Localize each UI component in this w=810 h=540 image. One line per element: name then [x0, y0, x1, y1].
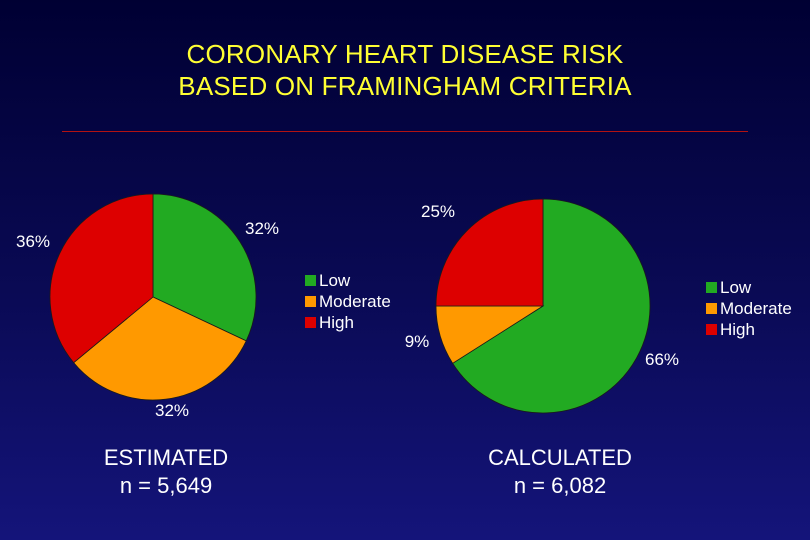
pie2-legend-swatch-high [706, 324, 717, 335]
pie1-slice-high [49, 193, 154, 364]
pie1-legend-label-low: Low [319, 271, 351, 290]
title-divider [62, 131, 748, 132]
caption-estimated-line-2: n = 5,649 [119, 473, 213, 498]
caption-calculated-line-1: CALCULATED [488, 445, 632, 470]
caption-calculated-line-2: n = 6,082 [513, 473, 607, 498]
caption-estimated: ESTIMATED n = 5,649 [46, 444, 286, 500]
pie2-legend-label-high: High [720, 320, 755, 339]
pie2-legend-label-moderate: Moderate [720, 299, 792, 318]
title-line-2: BASED ON FRAMINGHAM CRITERIA [178, 71, 632, 101]
pie1-slice-low [152, 193, 257, 342]
pie1-label-low: 32% [245, 219, 279, 238]
pie1-slice-moderate [73, 296, 247, 401]
pie2-slice-high [435, 198, 544, 307]
pie2-legend-swatch-moderate [706, 303, 717, 314]
pie1-legend-label-high: High [319, 313, 354, 332]
caption-estimated-line-1: ESTIMATED [103, 445, 229, 470]
pie1-legend-swatch-low [305, 275, 316, 286]
pie1-legend-swatch-moderate [305, 296, 316, 307]
pie2-legend-swatch-low [706, 282, 717, 293]
pie2-label-low: 66% [645, 350, 679, 369]
pie1-label-moderate: 32% [155, 401, 189, 420]
pie2-label-high: 25% [421, 202, 455, 221]
pie2-label-moderate: 9% [405, 332, 430, 351]
caption-calculated: CALCULATED n = 6,082 [440, 444, 680, 500]
pie2-slice-low [452, 198, 651, 414]
pie2-legend: Low Moderate High [706, 278, 792, 339]
chart-title: CORONARY HEART DISEASE RISK BASED ON FRA… [0, 38, 810, 102]
pie1-label-high: 36% [16, 232, 50, 251]
pie1-legend-label-moderate: Moderate [319, 292, 391, 311]
title-line-1: CORONARY HEART DISEASE RISK [186, 39, 624, 69]
pie2-legend-label-low: Low [720, 278, 752, 297]
pie1-legend-swatch-high [305, 317, 316, 328]
pie1-legend: Low Moderate High [305, 271, 391, 332]
